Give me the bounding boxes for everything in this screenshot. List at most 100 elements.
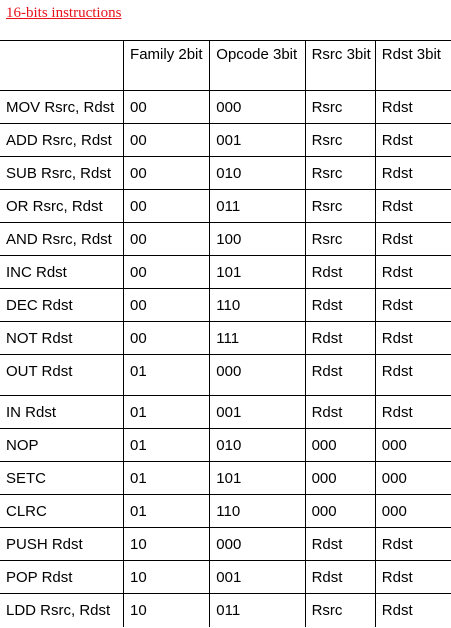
rdst-cell: Rdst [374,288,451,322]
rdst-cell: Rdst [374,123,451,157]
rdst-cell: Rdst [374,321,451,355]
rsrc-cell: 000 [304,494,376,528]
rsrc-cell: Rdst [304,255,376,289]
header-cell-instruction [0,40,125,91]
header-cell-rsrc: Rsrc 3bit [304,40,376,91]
family-cell: 00 [123,156,211,190]
instruction-cell: NOP [0,428,125,462]
opcode-cell: 110 [209,288,306,322]
rsrc-cell: Rsrc [304,593,376,627]
family-cell: 00 [123,90,211,124]
table-row: INC Rdst 00 101 Rdst Rdst [0,255,451,289]
table-row: OUT Rdst 01 000 Rdst Rdst [0,354,451,396]
opcode-cell: 001 [209,395,306,429]
instruction-cell: OUT Rdst [0,354,125,396]
rdst-cell: Rdst [374,189,451,223]
opcode-cell: 001 [209,560,306,594]
opcode-cell: 010 [209,428,306,462]
instruction-cell: ADD Rsrc, Rdst [0,123,125,157]
rsrc-cell: Rdst [304,560,376,594]
rsrc-cell: Rdst [304,288,376,322]
rsrc-cell: Rdst [304,354,376,396]
family-cell: 01 [123,395,211,429]
rsrc-cell: Rsrc [304,90,376,124]
rdst-cell: Rdst [374,527,451,561]
rdst-cell: Rdst [374,255,451,289]
rsrc-cell: Rdst [304,321,376,355]
table-row: AND Rsrc, Rdst 00 100 Rsrc Rdst [0,222,451,256]
instruction-cell: CLRC [0,494,125,528]
rdst-cell: Rdst [374,156,451,190]
family-cell: 10 [123,527,211,561]
opcode-cell: 101 [209,255,306,289]
opcode-cell: 101 [209,461,306,495]
rsrc-cell: Rsrc [304,222,376,256]
opcode-cell: 010 [209,156,306,190]
opcode-cell: 100 [209,222,306,256]
family-cell: 00 [123,222,211,256]
rdst-cell: Rdst [374,90,451,124]
table-row: POP Rdst 10 001 Rdst Rdst [0,560,451,594]
family-cell: 01 [123,428,211,462]
table-row: PUSH Rdst 10 000 Rdst Rdst [0,527,451,561]
rsrc-cell: Rsrc [304,189,376,223]
opcode-cell: 001 [209,123,306,157]
instruction-cell: SUB Rsrc, Rdst [0,156,125,190]
opcode-cell: 000 [209,90,306,124]
opcode-cell: 110 [209,494,306,528]
opcode-cell: 000 [209,527,306,561]
table-header-row: Family 2bit Opcode 3bit Rsrc 3bit Rdst 3… [0,40,451,91]
table-row: CLRC 01 110 000 000 [0,494,451,528]
family-cell: 00 [123,189,211,223]
instruction-cell: SETC [0,461,125,495]
rdst-cell: Rdst [374,560,451,594]
table-row: OR Rsrc, Rdst 00 011 Rsrc Rdst [0,189,451,223]
table-row: IN Rdst 01 001 Rdst Rdst [0,395,451,429]
instruction-cell: IN Rdst [0,395,125,429]
family-cell: 00 [123,123,211,157]
table-row: SUB Rsrc, Rdst 00 010 Rsrc Rdst [0,156,451,190]
table-row: NOP 01 010 000 000 [0,428,451,462]
header-cell-family: Family 2bit [123,40,211,91]
table-row: DEC Rdst 00 110 Rdst Rdst [0,288,451,322]
table-row: LDD Rsrc, Rdst 10 011 Rsrc Rdst [0,593,451,627]
header-cell-opcode: Opcode 3bit [209,40,306,91]
rsrc-cell: Rsrc [304,156,376,190]
instruction-cell: AND Rsrc, Rdst [0,222,125,256]
opcode-cell: 011 [209,189,306,223]
instructions-table: Family 2bit Opcode 3bit Rsrc 3bit Rdst 3… [0,40,451,627]
rsrc-cell: Rsrc [304,123,376,157]
rdst-cell: 000 [374,494,451,528]
rdst-cell: Rdst [374,354,451,396]
rsrc-cell: Rdst [304,395,376,429]
table-row: SETC 01 101 000 000 [0,461,451,495]
family-cell: 00 [123,321,211,355]
rdst-cell: 000 [374,461,451,495]
family-cell: 10 [123,593,211,627]
header-cell-rdst: Rdst 3bit [374,40,451,91]
instruction-cell: DEC Rdst [0,288,125,322]
opcode-cell: 111 [209,321,306,355]
rdst-cell: 000 [374,428,451,462]
family-cell: 01 [123,461,211,495]
family-cell: 01 [123,494,211,528]
rdst-cell: Rdst [374,222,451,256]
instruction-cell: LDD Rsrc, Rdst [0,593,125,627]
table-row: NOT Rdst 00 111 Rdst Rdst [0,321,451,355]
document-title: 16-bits instructions [6,5,122,21]
opcode-cell: 011 [209,593,306,627]
family-cell: 00 [123,255,211,289]
family-cell: 00 [123,288,211,322]
rsrc-cell: 000 [304,428,376,462]
opcode-cell: 000 [209,354,306,396]
rdst-cell: Rdst [374,395,451,429]
family-cell: 01 [123,354,211,396]
instruction-cell: OR Rsrc, Rdst [0,189,125,223]
instruction-cell: POP Rdst [0,560,125,594]
instruction-cell: INC Rdst [0,255,125,289]
table-row: ADD Rsrc, Rdst 00 001 Rsrc Rdst [0,123,451,157]
family-cell: 10 [123,560,211,594]
instruction-cell: PUSH Rdst [0,527,125,561]
rsrc-cell: Rdst [304,527,376,561]
rsrc-cell: 000 [304,461,376,495]
